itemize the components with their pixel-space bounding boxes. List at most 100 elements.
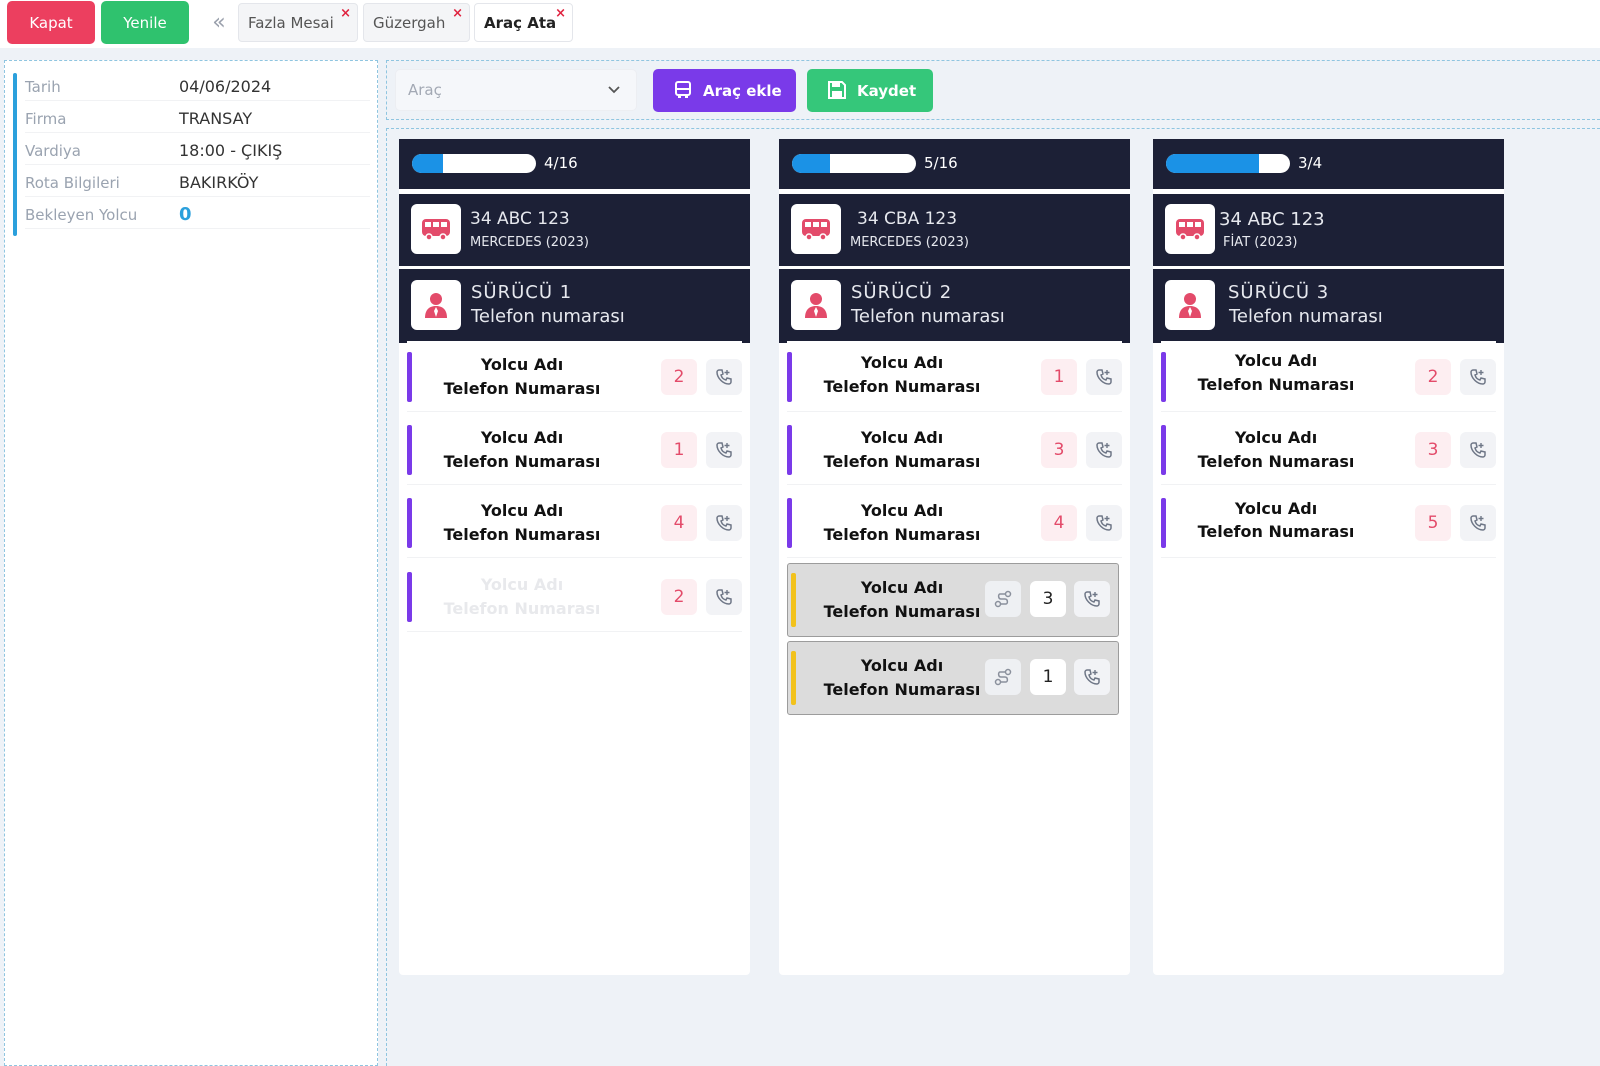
stop-badge[interactable]: 3 bbox=[1415, 432, 1451, 468]
close-tab-icon[interactable]: × bbox=[452, 6, 463, 21]
stop-badge[interactable]: 1 bbox=[1041, 359, 1077, 395]
passenger-name: Yolcu Adı bbox=[860, 428, 944, 447]
passenger-accent bbox=[407, 352, 412, 402]
collapse-tabs-icon[interactable]: « bbox=[212, 9, 226, 35]
phone-icon[interactable] bbox=[1074, 659, 1110, 695]
stop-badge[interactable]: 3 bbox=[1041, 432, 1077, 468]
passenger-row[interactable]: Yolcu Adı Telefon Numarası 4 bbox=[787, 487, 1122, 558]
vehicle-card[interactable]: 34 ABC 123 FİAT (2023) bbox=[1153, 194, 1504, 266]
tab-arac-ata[interactable]: Araç Ata × bbox=[474, 3, 573, 42]
vehicle-plate: 34 ABC 123 bbox=[1219, 209, 1325, 230]
info-row-shift: Vardiya 18:00 - ÇIKIŞ bbox=[25, 137, 370, 165]
save-button[interactable]: Kaydet bbox=[807, 69, 933, 112]
route-icon[interactable] bbox=[985, 581, 1021, 617]
close-tab-icon[interactable]: × bbox=[340, 6, 351, 21]
passenger-phone: Telefon Numarası bbox=[443, 599, 601, 618]
stop-badge[interactable]: 2 bbox=[661, 359, 697, 395]
top-bar: Kapat Yenile « Fazla Mesai × Güzergah × … bbox=[0, 0, 1600, 48]
passenger-accent bbox=[407, 572, 412, 622]
vehicle-card[interactable]: 34 ABC 123 MERCEDES (2023) bbox=[399, 194, 750, 266]
close-tab-icon[interactable]: × bbox=[555, 6, 566, 21]
passenger-name: Yolcu Adı bbox=[1234, 499, 1318, 518]
driver-name: SÜRÜCÜ 2 bbox=[851, 282, 953, 303]
passenger-row[interactable]: Yolcu Adı Telefon Numarası 3 bbox=[787, 414, 1122, 485]
capacity-text: 4/16 bbox=[544, 154, 578, 172]
phone-icon[interactable] bbox=[1086, 432, 1122, 468]
passenger-phone: Telefon Numarası bbox=[823, 680, 981, 699]
passenger-row[interactable]: Yolcu Adı Telefon Numarası 5 bbox=[1161, 487, 1496, 558]
vehicle-model: FİAT (2023) bbox=[1223, 235, 1298, 250]
passenger-row[interactable]: Yolcu Adı Telefon Numarası 4 bbox=[407, 487, 742, 558]
refresh-button[interactable]: Yenile bbox=[101, 1, 189, 44]
passenger-row[interactable]: Yolcu Adı Telefon Numarası 2 bbox=[1161, 341, 1496, 412]
phone-icon[interactable] bbox=[1460, 505, 1496, 541]
vehicle-card[interactable]: 34 CBA 123 MERCEDES (2023) bbox=[779, 194, 1130, 266]
passenger-phone: Telefon Numarası bbox=[443, 525, 601, 544]
vehicle-model: MERCEDES (2023) bbox=[850, 235, 969, 250]
passenger-accent bbox=[1161, 352, 1166, 402]
transfer-accent bbox=[791, 573, 796, 627]
info-label: Vardiya bbox=[25, 141, 81, 160]
stop-badge[interactable]: 4 bbox=[1041, 505, 1077, 541]
passenger-row[interactable]: Yolcu Adı Telefon Numarası 2 bbox=[407, 341, 742, 412]
close-button[interactable]: Kapat bbox=[7, 1, 95, 44]
passenger-accent bbox=[407, 498, 412, 548]
capacity-header: 5/16 bbox=[779, 139, 1130, 189]
phone-icon[interactable] bbox=[706, 505, 742, 541]
info-label: Rota Bilgileri bbox=[25, 173, 120, 192]
stop-badge[interactable]: 1 bbox=[661, 432, 697, 468]
phone-icon[interactable] bbox=[706, 432, 742, 468]
driver-card[interactable]: SÜRÜCÜ 3 Telefon numarası bbox=[1153, 269, 1504, 343]
stop-badge[interactable]: 3 bbox=[1030, 581, 1066, 617]
info-value: 04/06/2024 bbox=[179, 77, 272, 96]
stop-badge[interactable]: 4 bbox=[661, 505, 697, 541]
passenger-row[interactable]: Yolcu Adı Telefon Numarası 2 bbox=[407, 561, 742, 632]
capacity-text: 3/4 bbox=[1298, 154, 1323, 172]
driver-card[interactable]: SÜRÜCÜ 1 Telefon numarası bbox=[399, 269, 750, 343]
info-row-route: Rota Bilgileri BAKIRKÖY bbox=[25, 169, 370, 197]
passenger-phone: Telefon Numarası bbox=[1197, 452, 1355, 471]
passenger-phone: Telefon Numarası bbox=[1197, 522, 1355, 541]
phone-icon[interactable] bbox=[1086, 505, 1122, 541]
passenger-phone: Telefon Numarası bbox=[823, 377, 981, 396]
transfer-passenger-row[interactable]: Yolcu Adı Telefon Numarası 1 bbox=[787, 641, 1119, 715]
transfer-passenger-row[interactable]: Yolcu Adı Telefon Numarası 3 bbox=[787, 563, 1119, 637]
driver-phone: Telefon numarası bbox=[851, 306, 1005, 327]
tab-label: Güzergah bbox=[373, 13, 446, 32]
stop-badge[interactable]: 5 bbox=[1415, 505, 1451, 541]
info-accent-bar bbox=[13, 73, 17, 236]
phone-icon[interactable] bbox=[1074, 581, 1110, 617]
tab-label: Araç Ata bbox=[484, 13, 557, 32]
passenger-accent bbox=[1161, 498, 1166, 548]
bus-icon bbox=[1165, 204, 1215, 254]
assignment-board: 4/16 34 ABC 123 MERCEDES (2023) SÜRÜCÜ 1… bbox=[386, 128, 1600, 1066]
passenger-row[interactable]: Yolcu Adı Telefon Numarası 1 bbox=[787, 341, 1122, 412]
route-icon[interactable] bbox=[985, 659, 1021, 695]
phone-icon[interactable] bbox=[1086, 359, 1122, 395]
info-value: TRANSAY bbox=[179, 109, 253, 128]
vehicle-select[interactable]: Araç bbox=[395, 69, 637, 111]
add-vehicle-button[interactable]: Araç ekle bbox=[653, 69, 796, 112]
capacity-bar bbox=[792, 154, 916, 173]
tab-fazla-mesai[interactable]: Fazla Mesai × bbox=[238, 3, 358, 42]
info-label: Firma bbox=[25, 109, 67, 128]
stop-badge[interactable]: 2 bbox=[661, 579, 697, 615]
passenger-name: Yolcu Adı bbox=[860, 353, 944, 372]
phone-icon[interactable] bbox=[1460, 359, 1496, 395]
passenger-accent bbox=[1161, 425, 1166, 475]
stop-badge[interactable]: 2 bbox=[1415, 359, 1451, 395]
passenger-accent bbox=[787, 425, 792, 475]
driver-card[interactable]: SÜRÜCÜ 2 Telefon numarası bbox=[779, 269, 1130, 343]
tab-guzergah[interactable]: Güzergah × bbox=[363, 3, 470, 42]
phone-icon[interactable] bbox=[706, 579, 742, 615]
passenger-phone: Telefon Numarası bbox=[823, 602, 981, 621]
passenger-row[interactable]: Yolcu Adı Telefon Numarası 3 bbox=[1161, 414, 1496, 485]
passenger-row[interactable]: Yolcu Adı Telefon Numarası 1 bbox=[407, 414, 742, 485]
phone-icon[interactable] bbox=[1460, 432, 1496, 468]
info-label: Bekleyen Yolcu bbox=[25, 205, 138, 224]
capacity-bar bbox=[1166, 154, 1290, 173]
phone-icon[interactable] bbox=[706, 359, 742, 395]
vehicle-select-placeholder: Araç bbox=[408, 81, 442, 99]
stop-badge[interactable]: 1 bbox=[1030, 659, 1066, 695]
vehicle-plate: 34 CBA 123 bbox=[857, 209, 958, 229]
